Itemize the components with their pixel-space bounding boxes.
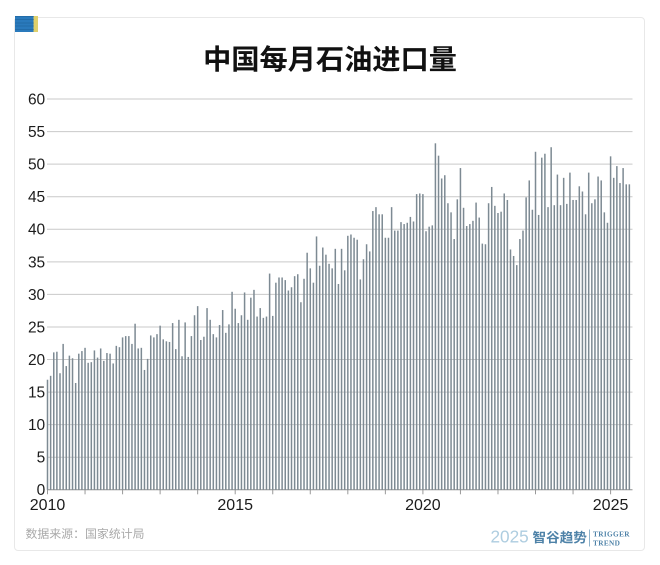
svg-text:TRIGGER: TRIGGER [593, 530, 630, 539]
svg-text:60: 60 [28, 91, 46, 108]
svg-text:2025: 2025 [593, 497, 629, 514]
svg-text:25: 25 [28, 319, 45, 336]
svg-text:TREND: TREND [593, 539, 620, 548]
svg-text:15: 15 [28, 385, 45, 402]
svg-text:55: 55 [28, 124, 45, 141]
svg-text:30: 30 [28, 287, 46, 304]
svg-text:5: 5 [37, 450, 46, 467]
svg-text:0: 0 [37, 482, 46, 499]
svg-text:2010: 2010 [30, 497, 66, 514]
svg-text:2015: 2015 [217, 497, 253, 514]
svg-text:40: 40 [28, 222, 46, 239]
svg-text:10: 10 [28, 417, 46, 434]
svg-text:20: 20 [28, 352, 46, 369]
svg-text:50: 50 [28, 157, 46, 174]
svg-text:2025: 2025 [491, 527, 529, 547]
svg-text:2020: 2020 [405, 497, 441, 514]
svg-text:35: 35 [28, 254, 45, 271]
svg-text:45: 45 [28, 189, 45, 206]
